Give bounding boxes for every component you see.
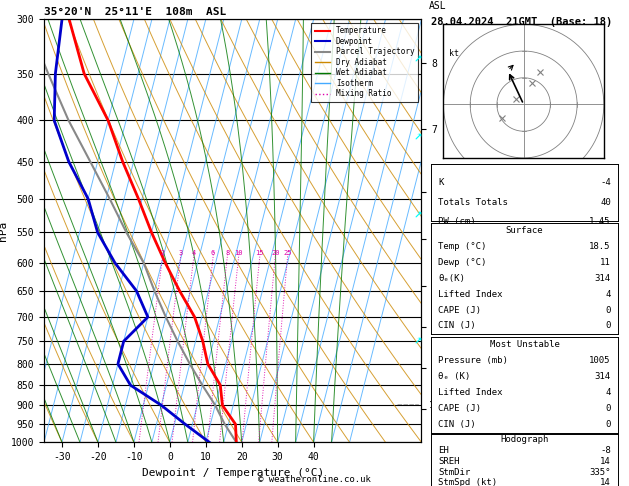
Text: 0: 0 — [606, 306, 611, 314]
Text: 11: 11 — [600, 258, 611, 267]
Text: 28.04.2024  21GMT  (Base: 18): 28.04.2024 21GMT (Base: 18) — [431, 17, 612, 27]
Y-axis label: hPa: hPa — [0, 221, 8, 241]
Legend: Temperature, Dewpoint, Parcel Trajectory, Dry Adiabat, Wet Adiabat, Isotherm, Mi: Temperature, Dewpoint, Parcel Trajectory… — [311, 23, 418, 102]
Text: 2: 2 — [160, 250, 165, 256]
Text: 4: 4 — [606, 290, 611, 299]
Text: 14: 14 — [600, 479, 611, 486]
Text: →: → — [410, 128, 426, 144]
Text: -4: -4 — [600, 178, 611, 188]
Text: 35°20'N  25°11'E  108m  ASL: 35°20'N 25°11'E 108m ASL — [44, 7, 226, 17]
Text: θₑ(K): θₑ(K) — [438, 274, 465, 283]
Text: 14: 14 — [600, 457, 611, 466]
Text: K: K — [438, 178, 443, 188]
Text: 8: 8 — [225, 250, 230, 256]
Text: Dewp (°C): Dewp (°C) — [438, 258, 487, 267]
Text: SREH: SREH — [438, 457, 460, 466]
Text: Pressure (mb): Pressure (mb) — [438, 356, 508, 365]
Text: StmSpd (kt): StmSpd (kt) — [438, 479, 498, 486]
Text: 25: 25 — [283, 250, 292, 256]
Text: Surface: Surface — [506, 226, 543, 236]
Text: Totals Totals: Totals Totals — [438, 197, 508, 207]
X-axis label: Dewpoint / Temperature (°C): Dewpoint / Temperature (°C) — [142, 468, 324, 478]
Text: EH: EH — [438, 446, 449, 455]
Text: -8: -8 — [600, 446, 611, 455]
Text: PW (cm): PW (cm) — [438, 217, 476, 226]
Text: StmDir: StmDir — [438, 468, 470, 477]
Text: 0: 0 — [606, 321, 611, 330]
Text: Hodograph: Hodograph — [501, 435, 548, 444]
Text: 40: 40 — [600, 197, 611, 207]
Text: →: → — [410, 332, 426, 348]
Text: © weatheronline.co.uk: © weatheronline.co.uk — [258, 474, 371, 484]
Text: 0: 0 — [606, 404, 611, 413]
Text: 314: 314 — [594, 372, 611, 381]
Text: 335°: 335° — [589, 468, 611, 477]
Text: km
ASL: km ASL — [429, 0, 447, 11]
Text: 314: 314 — [594, 274, 611, 283]
Text: kt: kt — [449, 50, 459, 58]
Y-axis label: Mixing Ratio (g/kg): Mixing Ratio (g/kg) — [441, 175, 451, 287]
Text: CIN (J): CIN (J) — [438, 420, 476, 429]
Text: 20: 20 — [271, 250, 279, 256]
Text: 18.5: 18.5 — [589, 243, 611, 251]
Text: CIN (J): CIN (J) — [438, 321, 476, 330]
Text: 0: 0 — [606, 420, 611, 429]
Text: 15: 15 — [255, 250, 264, 256]
Text: CAPE (J): CAPE (J) — [438, 306, 481, 314]
Text: CAPE (J): CAPE (J) — [438, 404, 481, 413]
Text: 3: 3 — [179, 250, 182, 256]
Text: 4: 4 — [192, 250, 196, 256]
Text: →: → — [410, 51, 426, 66]
Text: Temp (°C): Temp (°C) — [438, 243, 487, 251]
Text: 6: 6 — [211, 250, 215, 256]
Text: Most Unstable: Most Unstable — [489, 340, 560, 349]
Text: 4: 4 — [606, 388, 611, 397]
Text: 1.45: 1.45 — [589, 217, 611, 226]
Text: Lifted Index: Lifted Index — [438, 290, 503, 299]
Text: Lifted Index: Lifted Index — [438, 388, 503, 397]
Text: 10: 10 — [235, 250, 243, 256]
Text: 1005: 1005 — [589, 356, 611, 365]
Text: θₑ (K): θₑ (K) — [438, 372, 470, 381]
Text: 1LCL: 1LCL — [429, 401, 449, 410]
Text: →: → — [410, 206, 426, 222]
